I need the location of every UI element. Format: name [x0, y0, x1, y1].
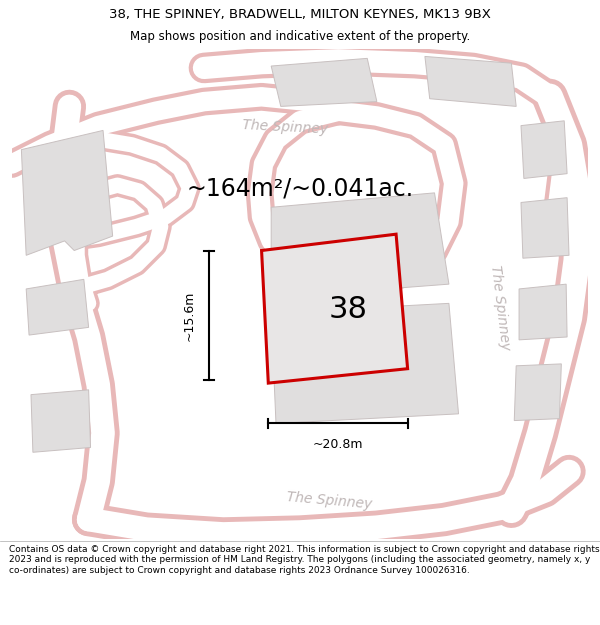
Polygon shape [425, 56, 516, 106]
Polygon shape [31, 390, 91, 452]
Text: ~20.8m: ~20.8m [313, 438, 363, 451]
Text: ~164m²/~0.041ac.: ~164m²/~0.041ac. [187, 176, 413, 200]
Polygon shape [271, 193, 449, 297]
Polygon shape [271, 58, 377, 106]
Polygon shape [26, 279, 89, 335]
Polygon shape [521, 198, 569, 258]
Text: The Spinney: The Spinney [242, 118, 329, 137]
Polygon shape [262, 234, 407, 383]
Text: ~15.6m: ~15.6m [183, 290, 196, 341]
Text: 38, THE SPINNEY, BRADWELL, MILTON KEYNES, MK13 9BX: 38, THE SPINNEY, BRADWELL, MILTON KEYNES… [109, 8, 491, 21]
Polygon shape [514, 364, 562, 421]
Polygon shape [22, 131, 113, 256]
Text: The Spinney: The Spinney [286, 489, 372, 511]
Polygon shape [271, 303, 458, 424]
Polygon shape [521, 121, 567, 179]
Polygon shape [519, 284, 567, 340]
Text: The Spinney: The Spinney [488, 265, 512, 352]
Text: Contains OS data © Crown copyright and database right 2021. This information is : Contains OS data © Crown copyright and d… [9, 545, 599, 574]
Text: Map shows position and indicative extent of the property.: Map shows position and indicative extent… [130, 30, 470, 43]
Text: 38: 38 [328, 294, 367, 324]
